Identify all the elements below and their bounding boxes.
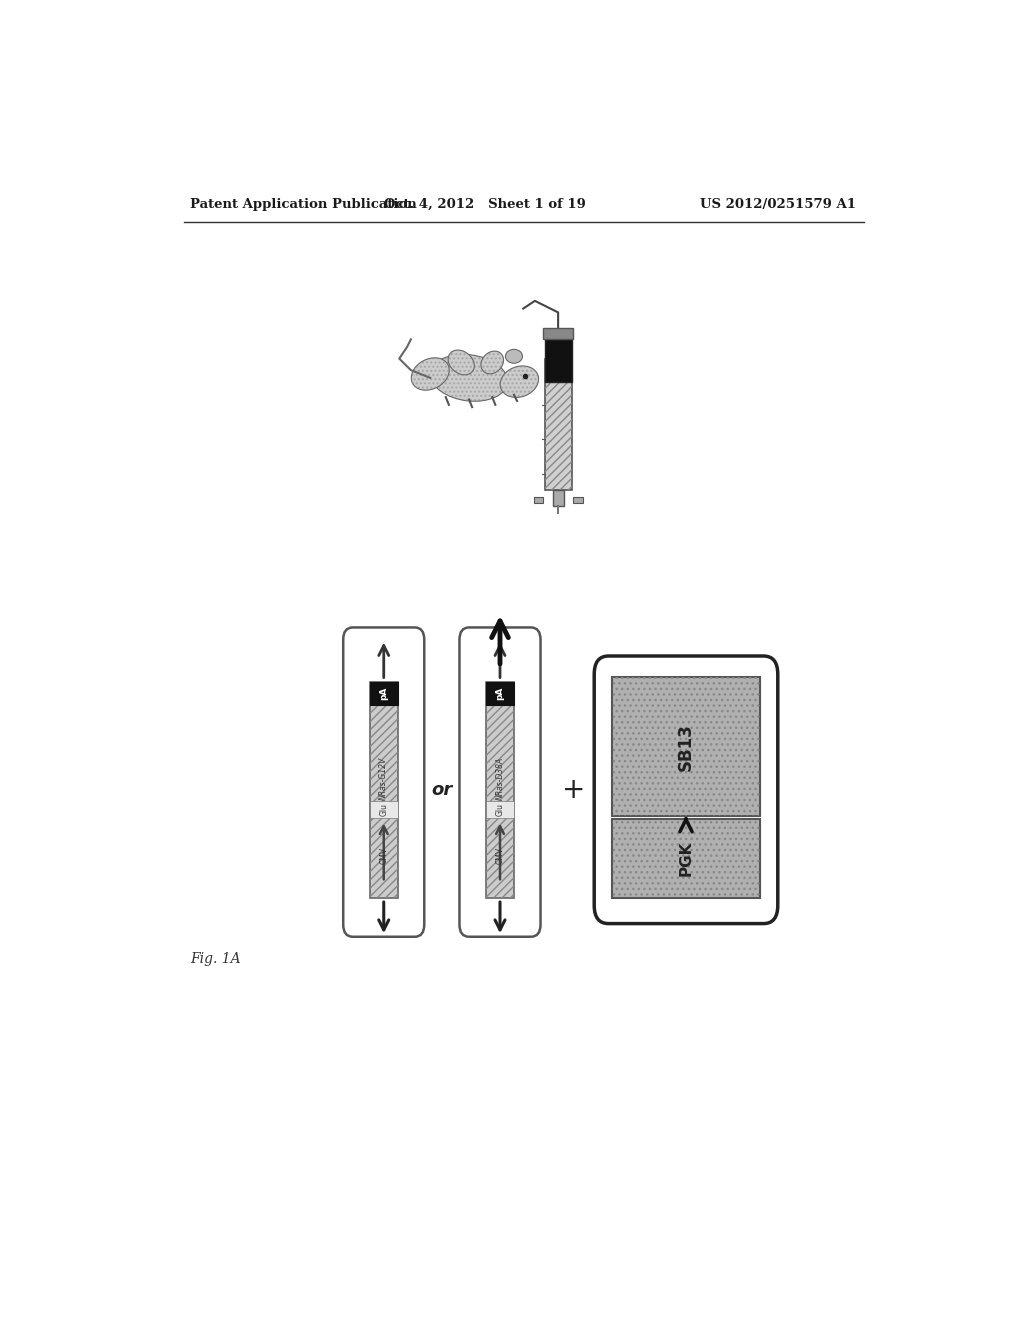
Ellipse shape [506, 350, 522, 363]
Text: pA: pA [496, 686, 505, 700]
Text: Patent Application Publication: Patent Application Publication [190, 198, 417, 211]
FancyBboxPatch shape [370, 800, 397, 817]
FancyBboxPatch shape [460, 627, 541, 937]
Text: Glu: Glu [379, 803, 388, 816]
Ellipse shape [449, 350, 474, 375]
Ellipse shape [412, 358, 450, 391]
FancyBboxPatch shape [486, 682, 514, 705]
FancyBboxPatch shape [370, 682, 397, 705]
Text: NRas-G12V: NRas-G12V [379, 756, 388, 800]
Text: CMV: CMV [496, 846, 505, 863]
FancyBboxPatch shape [543, 327, 573, 339]
FancyBboxPatch shape [612, 820, 760, 899]
FancyBboxPatch shape [553, 490, 563, 507]
FancyBboxPatch shape [370, 682, 397, 898]
Text: PGK: PGK [679, 841, 693, 876]
Ellipse shape [481, 351, 504, 374]
FancyBboxPatch shape [573, 498, 583, 503]
FancyBboxPatch shape [612, 677, 760, 817]
Text: pA: pA [379, 686, 388, 700]
FancyBboxPatch shape [486, 800, 514, 817]
Text: CMV: CMV [379, 846, 388, 863]
Text: or: or [431, 781, 453, 799]
Ellipse shape [500, 366, 539, 397]
FancyBboxPatch shape [594, 656, 778, 924]
Text: +: + [562, 776, 586, 804]
Text: NRas-D38A: NRas-D38A [496, 756, 505, 800]
FancyBboxPatch shape [343, 627, 424, 937]
Text: Glu: Glu [496, 803, 505, 816]
Text: Oct. 4, 2012   Sheet 1 of 19: Oct. 4, 2012 Sheet 1 of 19 [384, 198, 586, 211]
FancyBboxPatch shape [545, 339, 571, 381]
FancyBboxPatch shape [486, 682, 514, 898]
Text: Fig. 1A: Fig. 1A [190, 952, 241, 966]
Text: US 2012/0251579 A1: US 2012/0251579 A1 [700, 198, 856, 211]
FancyBboxPatch shape [545, 359, 571, 490]
Text: SB13: SB13 [677, 723, 695, 771]
Ellipse shape [430, 355, 508, 401]
FancyBboxPatch shape [534, 498, 543, 503]
